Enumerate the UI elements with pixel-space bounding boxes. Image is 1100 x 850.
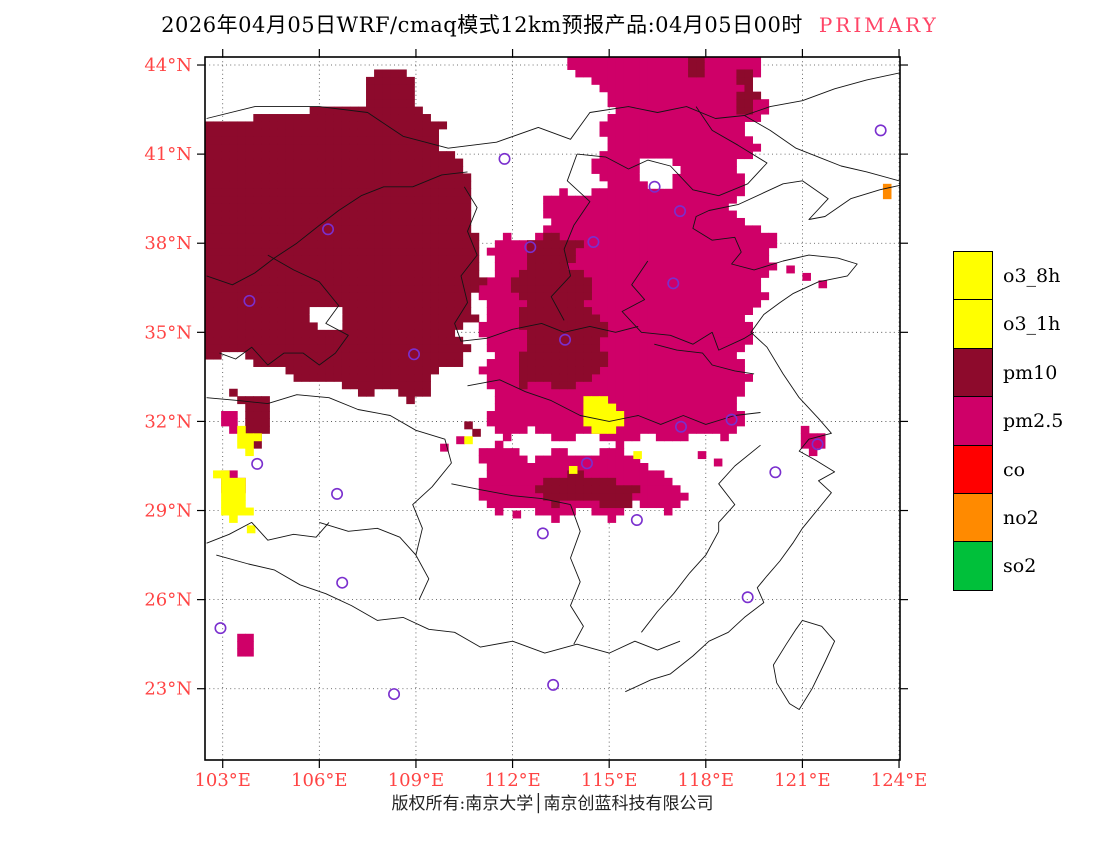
pollution-layer [205, 57, 892, 657]
city-marker [811, 438, 824, 451]
legend-swatch [953, 396, 993, 447]
page-title: 2026年04月05日WRF/cmaq模式12km预报产品:04月05日00时 P… [0, 9, 1100, 39]
city-marker [547, 678, 560, 691]
city-marker [874, 124, 887, 137]
legend-swatch [953, 493, 993, 544]
region-pm10-south [535, 470, 641, 509]
copyright-text: 版权所有:南京大学│南京创蓝科技有限公司 [391, 794, 714, 814]
legend-label: o3_1h [1003, 313, 1061, 336]
region-o3-center [583, 396, 625, 434]
marker-layer [214, 124, 887, 701]
region-pm25-southwest [237, 633, 254, 657]
lat-tick-label: 38°N [144, 233, 192, 254]
legend: o3_8h o3_1h pm10 pm2.5 co no2 so2 [953, 251, 1064, 592]
lon-tick-label: 124°E [871, 770, 928, 791]
lon-tick-label: 109°E [388, 770, 445, 791]
city-marker [214, 622, 227, 635]
region-pm25-dots [440, 265, 828, 519]
region-o3-dots [246, 436, 642, 534]
legend-item-pm2.5: pm2.5 [953, 396, 1064, 447]
legend-item-so2: so2 [953, 541, 1063, 592]
lon-tick-label: 112°E [484, 770, 541, 791]
region-pm25-main [478, 57, 778, 449]
boundary-layer [206, 72, 900, 710]
lon-tick-label: 121°E [774, 770, 831, 791]
region-pm10-central [510, 232, 609, 390]
lat-tick-label: 44°N [144, 55, 192, 76]
lat-tick-label: 23°N [144, 679, 192, 700]
legend-item-pm10: pm10 [953, 347, 1063, 398]
region-o3-west-2 [213, 470, 254, 523]
legend-label: so2 [1003, 555, 1037, 578]
city-marker [524, 241, 537, 254]
lat-tick-label: 26°N [144, 590, 192, 611]
legend-label: co [1003, 458, 1026, 481]
legend-swatch [953, 541, 993, 592]
legend-item-no2: no2 [953, 493, 1063, 544]
lat-tick-label: 29°N [144, 501, 192, 522]
city-marker [331, 487, 344, 500]
legend-item-co: co [953, 444, 1063, 495]
region-pm25-west-1 [221, 411, 238, 434]
primary-badge: PRIMARY [818, 13, 939, 37]
legend-item-o3_8h: o3_8h [953, 251, 1063, 301]
city-marker [741, 591, 754, 604]
city-marker [580, 457, 593, 470]
lon-tick-label: 103°E [194, 770, 251, 791]
region-pm10-northeast-strip [736, 69, 762, 115]
legend-swatch [953, 444, 993, 495]
city-marker [559, 333, 572, 346]
city-marker [667, 277, 680, 290]
city-marker [322, 223, 335, 236]
legend-swatch [953, 299, 993, 350]
lat-tick-label: 35°N [144, 322, 192, 343]
title-text: 2026年04月05日WRF/cmaq模式12km预报产品:04月05日00时 [161, 13, 803, 37]
city-marker [388, 688, 401, 701]
city-marker [769, 466, 782, 479]
lat-tick-label: 32°N [144, 411, 192, 432]
legend-label: pm10 [1003, 361, 1058, 384]
city-marker [498, 152, 511, 165]
city-marker [408, 348, 421, 361]
region-pm10-north-strip [688, 57, 705, 78]
city-marker [630, 514, 643, 527]
lat-tick-label: 41°N [144, 144, 192, 165]
region-pm25-south-band [478, 440, 689, 523]
city-marker [587, 236, 600, 249]
legend-swatch [953, 251, 993, 301]
legend-item-o3_1h: o3_1h [953, 299, 1063, 350]
city-marker [336, 576, 349, 589]
region-pm10-dots [464, 421, 481, 437]
lon-tick-label: 118°E [678, 770, 735, 791]
region-o3-west-1 [237, 425, 262, 457]
lon-tick-label: 115°E [581, 770, 638, 791]
legend-label: pm2.5 [1003, 410, 1064, 433]
region-pm10-main [205, 69, 488, 405]
city-marker [243, 294, 256, 307]
plot-frame [204, 56, 901, 761]
city-marker [674, 205, 687, 218]
legend-label: o3_8h [1003, 265, 1061, 287]
city-marker [648, 180, 661, 193]
legend-label: no2 [1003, 507, 1039, 530]
city-marker [251, 457, 264, 470]
legend-swatch [953, 347, 993, 398]
axis-tick-labels: 103°E 106°E 109°E 112°E 115°E 118°E 121°E 124°E… [144, 49, 927, 791]
lon-tick-label: 106°E [291, 770, 348, 791]
city-marker [675, 420, 688, 433]
city-marker [536, 527, 549, 540]
city-marker [725, 413, 738, 426]
region-no2-dots [882, 183, 892, 200]
